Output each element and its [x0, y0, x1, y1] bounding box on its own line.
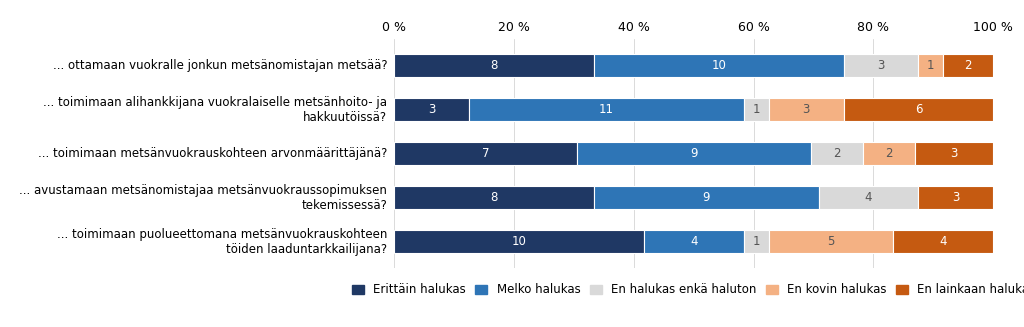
Bar — [469, 98, 743, 121]
Text: 2: 2 — [834, 147, 841, 160]
Text: 7: 7 — [481, 147, 489, 160]
Bar — [844, 98, 993, 121]
Bar — [915, 142, 993, 165]
Text: 8: 8 — [490, 191, 498, 204]
Text: 2: 2 — [886, 147, 893, 160]
Text: 9: 9 — [702, 191, 710, 204]
Text: 10: 10 — [512, 235, 526, 248]
Bar — [811, 142, 863, 165]
Bar — [943, 54, 993, 77]
Text: 4: 4 — [690, 235, 697, 248]
Text: 1: 1 — [753, 103, 760, 116]
Bar — [394, 230, 644, 253]
Text: 6: 6 — [914, 103, 923, 116]
Bar — [919, 186, 993, 209]
Bar — [394, 186, 594, 209]
Text: 8: 8 — [490, 59, 498, 72]
Text: 3: 3 — [952, 191, 959, 204]
Text: 4: 4 — [940, 235, 947, 248]
Bar — [743, 230, 769, 253]
Text: 3: 3 — [428, 103, 435, 116]
Bar — [394, 54, 594, 77]
Text: 5: 5 — [827, 235, 835, 248]
Text: 9: 9 — [690, 147, 697, 160]
Bar — [594, 186, 818, 209]
Legend: Erittäin halukas, Melko halukas, En halukas enkä haluton, En kovin halukas, En l: Erittäin halukas, Melko halukas, En halu… — [352, 283, 1024, 296]
Bar — [394, 98, 469, 121]
Text: 4: 4 — [864, 191, 872, 204]
Text: 3: 3 — [878, 59, 885, 72]
Bar — [769, 230, 893, 253]
Bar — [863, 142, 915, 165]
Bar — [919, 54, 943, 77]
Bar — [893, 230, 993, 253]
Bar — [577, 142, 811, 165]
Text: 11: 11 — [599, 103, 614, 116]
Bar — [818, 186, 919, 209]
Text: 2: 2 — [965, 59, 972, 72]
Bar — [743, 98, 769, 121]
Bar — [844, 54, 919, 77]
Text: 1: 1 — [927, 59, 935, 72]
Bar — [644, 230, 743, 253]
Bar — [394, 142, 577, 165]
Text: 1: 1 — [753, 235, 760, 248]
Bar — [594, 54, 844, 77]
Bar — [769, 98, 844, 121]
Text: 3: 3 — [803, 103, 810, 116]
Text: 3: 3 — [950, 147, 957, 160]
Text: 10: 10 — [712, 59, 726, 72]
